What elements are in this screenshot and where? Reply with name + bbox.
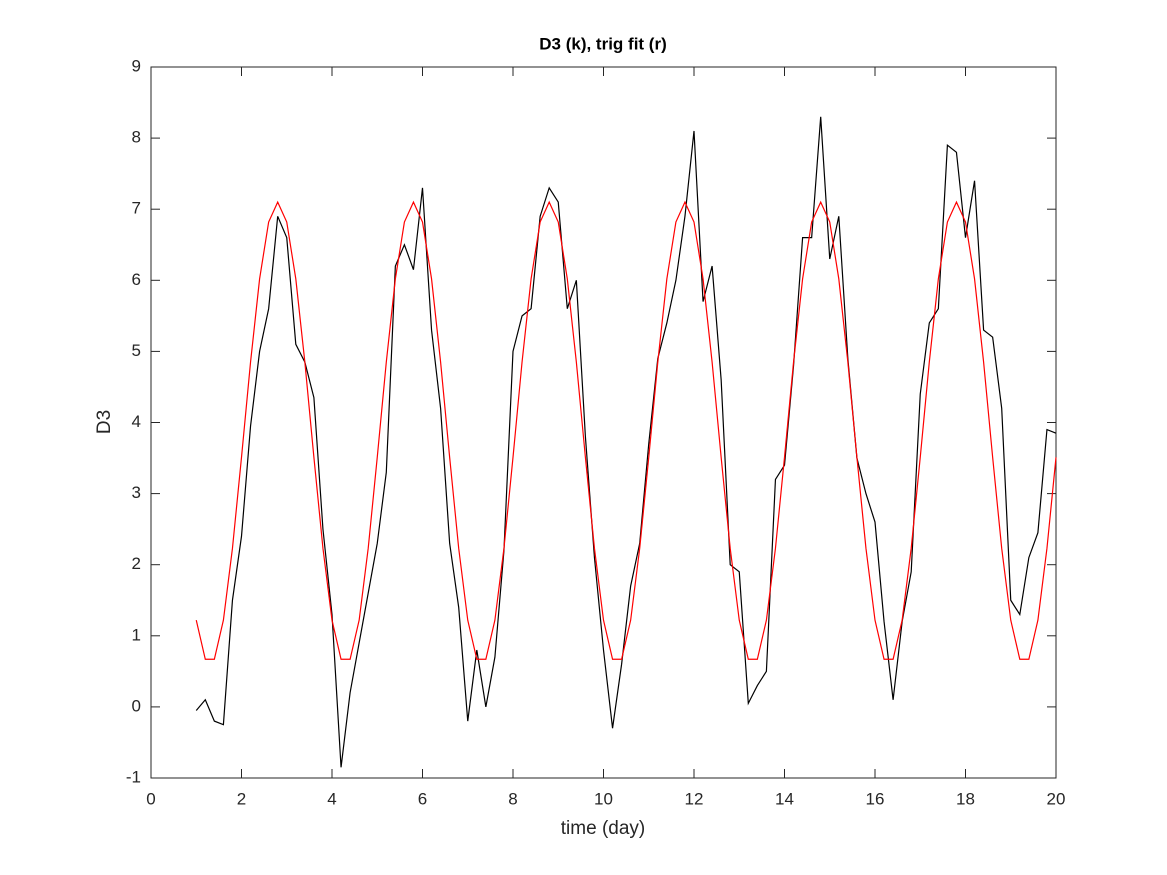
y-tick-label: 6 [132,270,141,289]
y-tick-label: 2 [132,554,141,573]
y-tick-label: 1 [132,625,141,644]
y-tick-label: 7 [132,199,141,218]
x-tick-label: 4 [327,789,336,808]
y-tick-label: 0 [132,696,141,715]
x-tick-label: 8 [508,789,517,808]
x-tick-label: 16 [866,789,885,808]
y-tick-label: -1 [126,767,141,786]
y-tick-label: 3 [132,483,141,502]
data-line [195,116,1057,768]
x-tick-label: 14 [775,789,794,808]
data-line [195,200,1057,660]
x-tick-label: 20 [1047,789,1066,808]
y-axis-label: D3 [94,410,115,434]
x-tick-label: 6 [418,789,427,808]
x-tick-label: 18 [956,789,975,808]
x-axis-label: time (day) [561,818,645,839]
x-tick-label: 10 [594,789,613,808]
y-tick-label: 5 [132,341,141,360]
y-tick-label: 8 [132,128,141,147]
plot-box [150,66,1057,779]
x-tick-label: 0 [146,789,155,808]
chart-title: D3 (k), trig fit (r) [539,34,667,53]
y-tick-label: 9 [132,56,141,75]
y-tick-label: 4 [132,412,141,431]
x-tick-label: 2 [237,789,246,808]
x-tick-label: 12 [685,789,704,808]
